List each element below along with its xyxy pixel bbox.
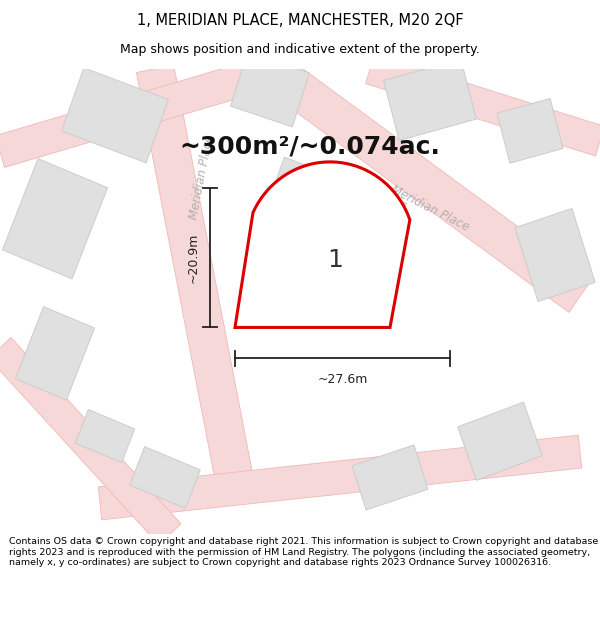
Text: ~300m²/~0.074ac.: ~300m²/~0.074ac. (179, 134, 440, 158)
Polygon shape (2, 159, 107, 279)
Text: 1: 1 (327, 248, 343, 272)
Text: ~27.6m: ~27.6m (317, 373, 368, 386)
Polygon shape (230, 52, 310, 127)
Polygon shape (130, 447, 200, 508)
Polygon shape (98, 435, 581, 520)
Polygon shape (365, 54, 600, 156)
Polygon shape (497, 99, 563, 163)
Polygon shape (254, 158, 406, 291)
Text: Meridian Place: Meridian Place (389, 183, 472, 234)
Polygon shape (62, 68, 169, 163)
Polygon shape (259, 52, 591, 312)
Text: Contains OS data © Crown copyright and database right 2021. This information is : Contains OS data © Crown copyright and d… (9, 538, 598, 568)
Polygon shape (0, 53, 284, 168)
Polygon shape (352, 445, 428, 510)
Polygon shape (0, 338, 181, 545)
Polygon shape (75, 409, 135, 462)
Text: ~20.9m: ~20.9m (187, 232, 200, 282)
Polygon shape (383, 59, 476, 141)
Polygon shape (235, 162, 410, 328)
Polygon shape (515, 209, 595, 301)
Text: Map shows position and indicative extent of the property.: Map shows position and indicative extent… (120, 43, 480, 56)
Polygon shape (136, 65, 254, 486)
Text: Meridian Place: Meridian Place (187, 134, 217, 221)
Polygon shape (16, 307, 95, 400)
Text: 1, MERIDIAN PLACE, MANCHESTER, M20 2QF: 1, MERIDIAN PLACE, MANCHESTER, M20 2QF (137, 12, 463, 28)
Polygon shape (458, 402, 542, 481)
